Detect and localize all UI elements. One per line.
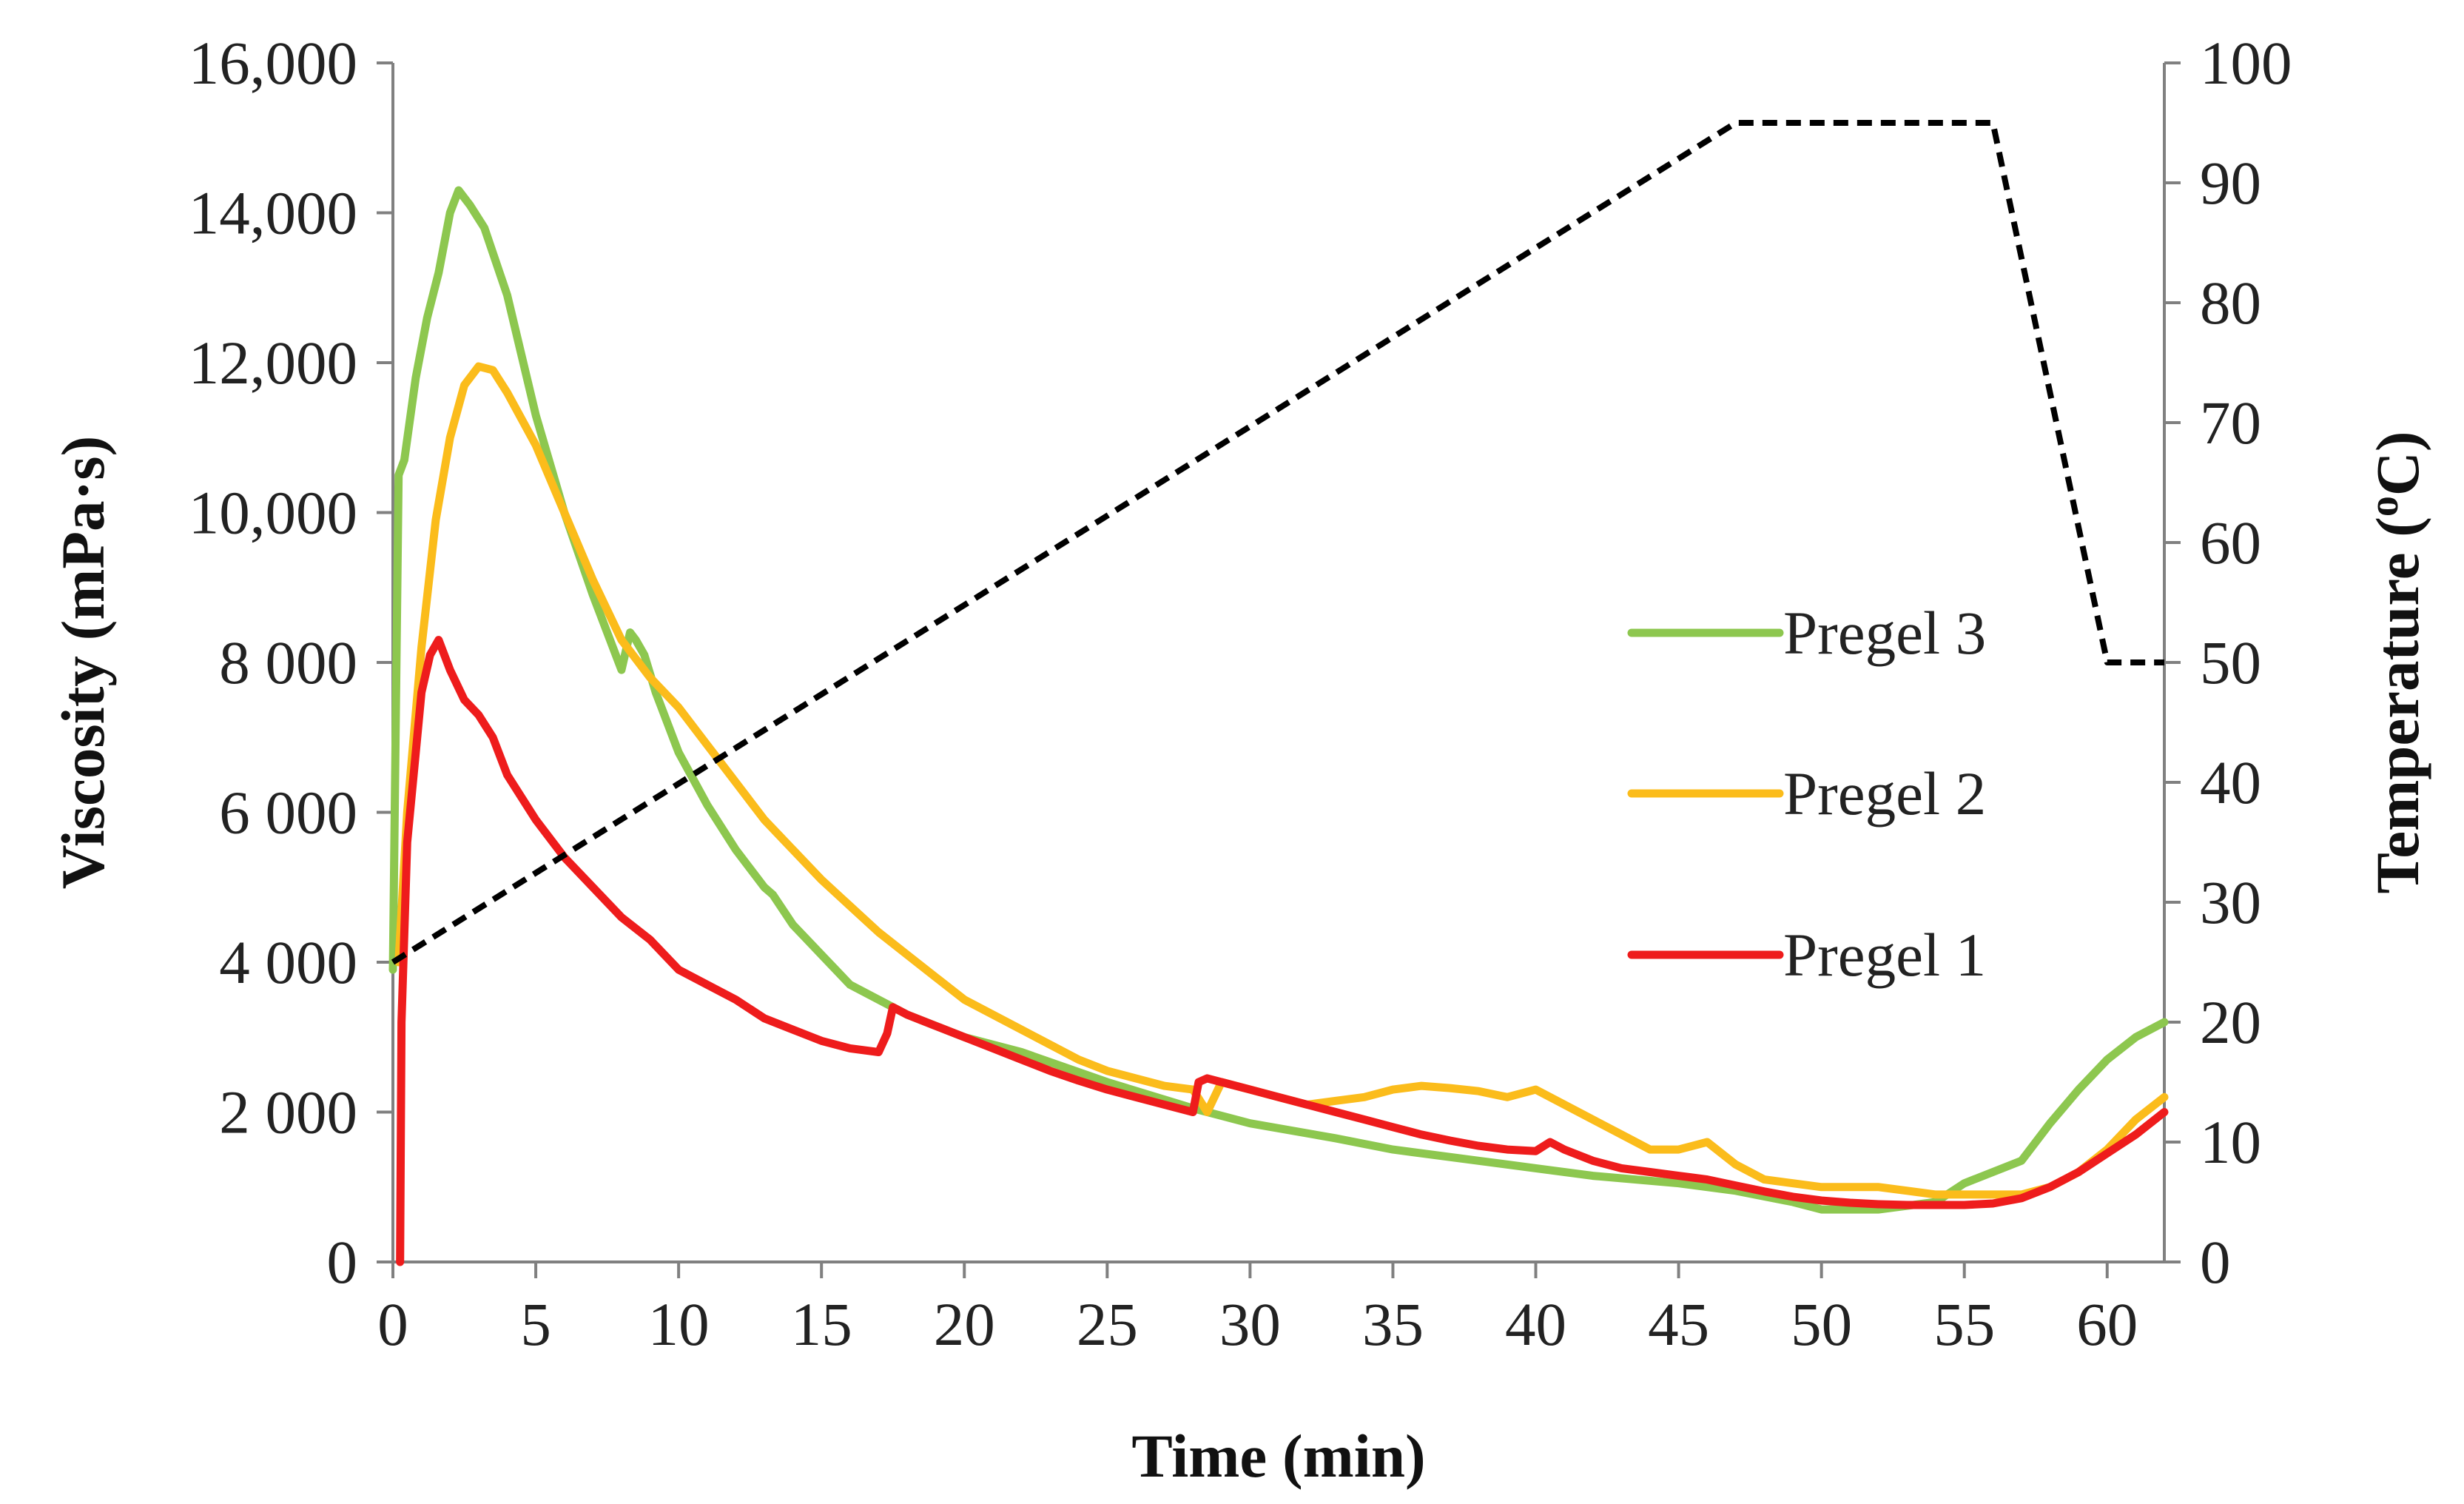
y2-axis-title: Temperature (oC) bbox=[2361, 431, 2431, 893]
y-tick-label: 16,000 bbox=[189, 29, 357, 97]
x-tick-label: 20 bbox=[934, 1290, 995, 1358]
legend-label-pregel-1: Pregel 1 bbox=[1783, 921, 1986, 989]
x-tick-label: 15 bbox=[791, 1290, 852, 1358]
legend: Pregel 3 Pregel 2 Pregel 1 bbox=[1627, 599, 1986, 989]
y2-tick-label: 20 bbox=[2200, 988, 2261, 1056]
legend-label-pregel-3: Pregel 3 bbox=[1783, 599, 1986, 667]
x-tick-label: 35 bbox=[1362, 1290, 1424, 1358]
legend-label-pregel-2: Pregel 2 bbox=[1783, 759, 1986, 827]
y2-tick-label: 100 bbox=[2200, 29, 2292, 97]
x-tick-label: 50 bbox=[1791, 1290, 1852, 1358]
x-tick-label: 25 bbox=[1077, 1290, 1138, 1358]
y2-tick-label: 40 bbox=[2200, 748, 2261, 816]
y-tick-label: 6 000 bbox=[219, 779, 357, 847]
y2-tick-label: 90 bbox=[2200, 149, 2261, 217]
x-tick-label: 60 bbox=[2076, 1290, 2138, 1358]
x-tick-label: 30 bbox=[1219, 1290, 1281, 1358]
x-tick-label: 10 bbox=[648, 1290, 710, 1358]
series-line-pregel-1 bbox=[396, 636, 2169, 1266]
x-tick-label: 5 bbox=[520, 1290, 551, 1358]
y2-tick-label: 80 bbox=[2200, 269, 2261, 337]
y-tick-label: 10,000 bbox=[189, 479, 357, 547]
y-tick-label: 14,000 bbox=[189, 179, 357, 247]
y-tick-label: 8 000 bbox=[219, 628, 357, 696]
x-axis-title: Time (min) bbox=[1131, 1422, 1425, 1490]
tick-marks bbox=[377, 61, 2181, 1278]
y-tick-label: 4 000 bbox=[219, 928, 357, 996]
y2-tick-label: 50 bbox=[2200, 628, 2261, 696]
y2-tick-label: 60 bbox=[2200, 508, 2261, 577]
y2-axis-title-prefix: Temperature ( bbox=[2363, 517, 2431, 893]
y2-tick-label: 0 bbox=[2200, 1228, 2231, 1296]
series-line-temperature bbox=[391, 120, 2164, 965]
y-axis-title: Viscosity (mPa·s) bbox=[49, 436, 117, 889]
x-tick-label: 55 bbox=[1933, 1290, 1995, 1358]
y2-tick-label: 70 bbox=[2200, 389, 2261, 457]
series-line-pregel-2 bbox=[394, 362, 2169, 1199]
y-tick-label: 12,000 bbox=[189, 329, 357, 397]
x-tick-label: 40 bbox=[1505, 1290, 1566, 1358]
series-lines bbox=[388, 120, 2169, 1266]
x-tick-label: 0 bbox=[377, 1290, 408, 1358]
y2-axis-title-suffix: C) bbox=[2363, 431, 2431, 496]
x-tick-label: 45 bbox=[1648, 1290, 1709, 1358]
tick-labels: 0 5 10 15 20 25 30 35 40 45 50 55 60 0 2 000 4 000 6 000… bbox=[189, 29, 2292, 1358]
series-line-pregel-3 bbox=[388, 186, 2169, 1214]
y-tick-label: 2 000 bbox=[219, 1078, 357, 1147]
y2-tick-label: 10 bbox=[2200, 1108, 2261, 1176]
y2-tick-label: 30 bbox=[2200, 868, 2261, 936]
y2-axis-title-sup: o bbox=[2361, 496, 2407, 517]
y-tick-label: 0 bbox=[327, 1228, 358, 1296]
